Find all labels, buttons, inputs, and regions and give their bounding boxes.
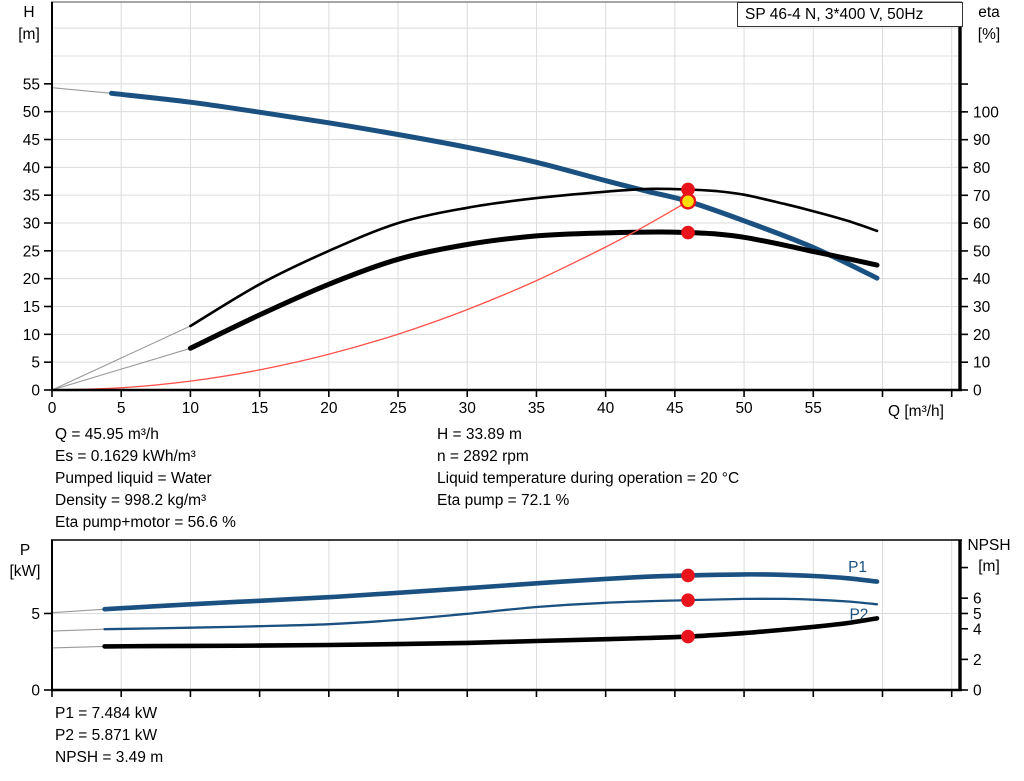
curve-lead-npsh-curve [51,645,105,649]
y-left-tick-label: 30 [23,215,41,232]
result-line-p1: P1 = 7.484 kW [55,705,158,722]
info-block-right: H = 33.89 m n = 2892 rpm Liquid temperat… [437,424,739,512]
x-tick-label: 25 [389,400,406,417]
y-right-tick-label: 40 [973,271,991,288]
data-point-marker [681,593,695,607]
h-axis-symbol: H [23,4,35,21]
y-right-tick-label: 6 [973,591,982,608]
x-tick-label: 35 [528,400,545,417]
curve-eta-pump [189,187,879,328]
y-left-tick-label: 10 [23,327,41,344]
y-left-tick-label: 55 [23,76,40,93]
y-left-tick-label: 20 [23,271,41,288]
eta-axis-unit: [%] [977,26,1001,43]
y-right-tick-label: 50 [973,243,991,260]
y-right-tick-label: 20 [973,327,991,344]
y-right-tick-label: 0 [973,683,982,700]
data-point-marker [681,182,695,197]
hq-eta-chart: 0 5 10 15 20 25 30 35 40 45 50 55 0 5 10 15 20 25 30 35 40 45… [23,1,999,417]
duty-point-marker [679,193,697,210]
npsh-axis-title: NPSH [m] [962,535,1016,577]
info-line-temperature: Liquid temperature during operation = 20… [437,470,740,487]
x-tick-label: 5 [117,400,126,417]
y-right-tick-label: 5 [973,606,982,623]
info-line-eta-pump-motor: Eta pump+motor = 56.6 % [55,514,236,531]
y-left-tick-label: 50 [23,104,41,121]
y-left-tick-label: 0 [31,383,40,400]
h-axis-unit: [m] [18,26,40,43]
p-axis-unit: [kW] [9,563,41,580]
npsh-axis-symbol: NPSH [967,537,1011,554]
left-axis-title: H [m] [8,2,50,46]
data-point-marker [681,629,695,644]
result-line-p2: P2 = 5.871 kW [55,727,158,744]
x-axis-title: Q [m³/h] [888,403,944,420]
p-axis-symbol: P [19,542,31,559]
y-left-tick-label: 5 [31,606,40,623]
curve-hq-curve [109,90,880,281]
y-left-tick-label: 5 [31,355,40,372]
y-left-tick-label: 0 [31,683,40,700]
info-line-liquid: Pumped liquid = Water [55,470,212,487]
x-tick-label: 20 [320,400,338,417]
data-point-marker [681,568,695,583]
y-right-tick-label: 4 [973,621,982,638]
pump-title-box: SP 46-4 N, 3*400 V, 50Hz [737,2,963,27]
result-line-npsh: NPSH = 3.49 m [55,749,164,766]
curve-p2-curve [103,597,879,631]
info-block-left: Q = 45.95 m³/h Es = 0.1629 kWh/m³ Pumped… [55,424,236,534]
curve-lead-p1-curve [51,608,105,614]
y-right-tick-label: 0 [973,383,982,400]
info-line-es: Es = 0.1629 kWh/m³ [55,448,196,465]
y-right-tick-label: 90 [973,132,991,149]
info-line-eta-pump: Eta pump = 72.1 % [437,492,570,509]
x-tick-label: 30 [459,400,477,417]
x-tick-label: 55 [805,400,822,417]
curve-lead-p2-curve [51,628,105,632]
x-tick-label: 0 [48,400,57,417]
y-right-tick-label: 10 [973,355,991,372]
y-left-tick-label: 15 [23,299,40,316]
y-left-tick-label: 45 [23,132,40,149]
results-block: P1 = 7.484 kW P2 = 5.871 kW NPSH = 3.49 … [55,703,163,769]
curve-lead-eta-pump-motor [51,347,191,391]
npsh-axis-unit: [m] [978,558,1000,575]
right-axis-title: eta [%] [966,2,1012,46]
y-right-tick-label: 60 [973,216,991,233]
curve-p1-curve [102,572,880,612]
y-right-tick-label: 2 [973,652,982,669]
y-left-tick-label: 35 [23,188,40,205]
info-line-speed: n = 2892 rpm [437,448,529,465]
curve-system-curve [51,200,689,391]
curve-label-p1-curve: P1 [848,559,867,576]
y-left-tick-label: 25 [23,243,40,260]
curve-npsh-curve [102,616,880,649]
data-point-marker [681,225,695,240]
y-right-tick-label: 80 [973,160,991,177]
curve-lead-hq-curve [51,87,112,94]
y-left-tick-label: 40 [23,160,41,177]
y-right-tick-label: 70 [973,188,991,205]
info-line-q: Q = 45.95 m³/h [55,426,159,443]
x-tick-label: 15 [251,400,268,417]
eta-axis-symbol: eta [978,4,1000,21]
x-tick-label: 45 [666,400,683,417]
curve-eta-pump-motor [187,229,880,351]
y-right-tick-label: 100 [973,104,999,121]
p-axis-title: P [kW] [2,540,48,582]
x-tick-label: 10 [182,400,200,417]
info-line-h: H = 33.89 m [437,426,522,443]
info-line-density: Density = 998.2 kg/m³ [55,492,207,509]
x-tick-label: 40 [597,400,615,417]
curve-lead-eta-pump [51,325,191,391]
y-right-tick-label: 30 [973,299,991,316]
x-tick-label: 50 [735,400,753,417]
